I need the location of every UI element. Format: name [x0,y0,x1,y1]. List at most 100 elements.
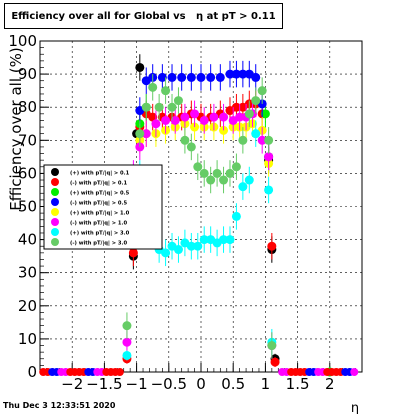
data-point [260,109,270,119]
legend-entry: (-) with pT/|q| > 1.0 [70,221,127,227]
legend-marker [51,218,59,226]
data-points [39,54,359,377]
data-point [251,72,261,82]
data-point [238,135,248,145]
data-point [135,62,145,72]
data-point [199,168,209,178]
data-point [231,69,241,79]
data-point [267,241,277,251]
legend-entry: (+) with pT/|q| > 0.1 [70,171,130,177]
axes: −2 −1.5 −1 −0.5 0 0.5 1 1.5 20102030405060708090… [8,32,363,393]
legend-marker [51,208,59,216]
data-point [219,175,229,185]
data-point [206,72,216,82]
series-group [122,74,277,359]
y-tick-label: 70 [18,131,37,149]
x-tick-label: −1 [126,375,148,393]
legend-marker [51,198,59,206]
data-point [267,341,277,351]
chart-title: Efficiency over all for Global vs η at p… [4,3,283,29]
legend-marker [51,228,59,236]
data-point [141,102,151,112]
data-point [190,109,200,119]
data-point [225,168,235,178]
data-point [270,357,280,367]
data-point [219,112,229,122]
data-point [161,248,171,258]
y-tick-label: 30 [18,264,37,282]
data-point [244,175,254,185]
y-tick-label: 10 [18,330,37,348]
data-point [219,235,229,245]
legend-marker [51,188,59,196]
baseline-point [350,368,359,376]
x-tick-label: 1.5 [286,375,310,393]
data-point [161,86,171,96]
data-point [231,211,241,221]
data-point [209,112,219,122]
legend-marker [51,168,59,176]
legend-entry: (-) with pT/|q| > 0.1 [70,181,127,187]
data-point [128,248,138,258]
y-tick-label: 20 [18,297,37,315]
y-axis-label: Efficiency over all (%) [7,47,25,211]
baseline-point [115,368,124,376]
data-point [225,235,235,245]
y-tick-label: 0 [27,363,37,381]
legend-entry: (+) with pT/|q| > 0.5 [70,191,130,197]
data-point [193,241,203,251]
data-point [231,102,241,112]
data-point [186,72,196,82]
data-point [173,96,183,106]
data-point [151,119,161,129]
x-tick-label: 0 [196,375,206,393]
legend-entry: (+) with pT/|q| > 3.0 [70,231,130,237]
legend-box [43,164,163,250]
data-point [212,168,222,178]
data-point [154,102,164,112]
data-point [231,162,241,172]
legend-entry: (-) with pT/|q| > 3.0 [70,241,127,247]
data-point [135,129,145,139]
y-tick-label: 90 [18,65,37,83]
data-point [157,72,167,82]
data-point [177,72,187,82]
data-point [257,135,267,145]
legend-marker [51,178,59,186]
data-point [199,235,209,245]
x-tick-label: 1 [261,375,271,393]
x-tick-label: −1.5 [86,375,122,393]
data-point [206,175,216,185]
legend-entry: (+) with pT/|q| > 1.0 [70,211,130,217]
data-point [167,102,177,112]
data-point [251,96,261,106]
data-point [170,115,180,125]
data-point [264,152,274,162]
data-point [180,112,190,122]
timestamp: Thu Dec 3 12:33:51 2020 [3,401,116,410]
data-point [173,245,183,255]
x-tick-label: 0.5 [221,375,245,393]
data-point [215,72,225,82]
data-point [257,86,267,96]
y-tick-label: 80 [18,98,37,116]
data-point [193,162,203,172]
data-point [235,112,245,122]
data-point [122,321,132,331]
data-point [244,109,254,119]
data-point [122,337,132,347]
data-point [251,129,261,139]
x-tick-label: 2 [325,375,335,393]
data-point [225,69,235,79]
data-point [161,115,171,125]
data-point [238,182,248,192]
x-tick-label: −2 [61,375,83,393]
data-point [264,135,274,145]
data-point [264,185,274,195]
data-point [196,72,206,82]
legend-entry: (-) with pT/|q| > 0.5 [70,201,127,207]
data-point [148,82,158,92]
y-tick-label: 50 [18,198,37,216]
data-point [180,135,190,145]
